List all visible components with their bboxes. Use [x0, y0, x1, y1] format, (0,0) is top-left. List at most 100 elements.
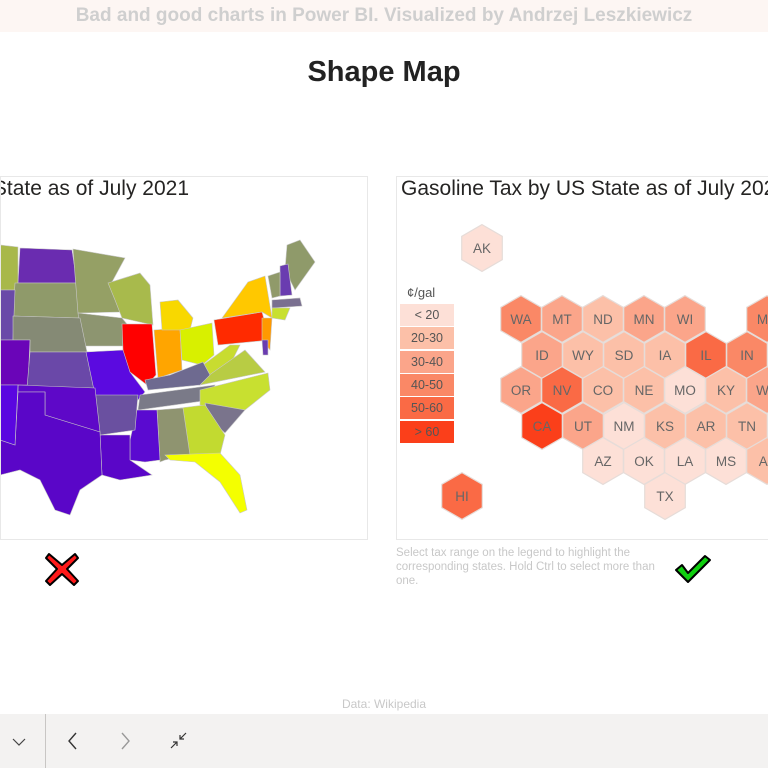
state-shape-wi[interactable]: [107, 272, 154, 326]
hex-label: NV: [553, 383, 572, 398]
hex-tile-mn[interactable]: MN: [623, 294, 665, 344]
hex-tile-in[interactable]: IN: [726, 330, 768, 380]
us-state-map[interactable]: [1, 177, 367, 539]
hex-label: OK: [634, 454, 654, 469]
hex-tile-me[interactable]: ME: [746, 294, 768, 344]
nav-divider: [45, 714, 46, 768]
state-shape-ks[interactable]: [26, 351, 96, 391]
hex-tile-ok[interactable]: OK: [623, 436, 665, 486]
hex-label: CA: [533, 419, 552, 434]
hex-tile-mo[interactable]: MO: [664, 365, 706, 415]
hex-tile-ne[interactable]: NE: [623, 365, 665, 415]
legend-item[interactable]: < 20: [400, 304, 454, 326]
hex-label: AR: [697, 419, 716, 434]
hex-tile-sd[interactable]: SD: [603, 330, 645, 380]
hex-label: AZ: [594, 454, 611, 469]
hex-tile-mt[interactable]: MT: [541, 294, 583, 344]
legend-item[interactable]: > 60: [400, 420, 454, 443]
report-banner: Bad and good charts in Power BI. Visuali…: [0, 0, 768, 32]
hex-label: MN: [634, 312, 655, 327]
hex-label: NM: [614, 419, 635, 434]
hex-tile-ca[interactable]: CA: [521, 401, 563, 451]
state-shape-in[interactable]: [153, 327, 183, 379]
left-visual-title: Gasoline Tax by US State as of July 2021: [1, 177, 189, 200]
hex-label: HI: [455, 489, 469, 504]
state-shape-de[interactable]: [261, 339, 269, 356]
hex-label: WV: [756, 383, 768, 398]
hex-label: OR: [511, 383, 532, 398]
hex-label: KY: [717, 383, 735, 398]
geographic-shape-map-visual[interactable]: Gasoline Tax by US State as of July 2021: [0, 176, 368, 540]
hex-shape[interactable]: [664, 294, 706, 344]
hex-tile-la[interactable]: LA: [664, 436, 706, 486]
state-shape-nc[interactable]: [199, 372, 271, 411]
hex-shape[interactable]: [441, 471, 483, 521]
hex-tile-or[interactable]: OR: [500, 365, 542, 415]
state-shape-ny[interactable]: [221, 275, 273, 319]
legend-hint-text: Select tax range on the legend to highli…: [396, 547, 655, 587]
legend-title: ¢/gal: [407, 285, 436, 300]
legend-item[interactable]: 30-40: [400, 350, 454, 373]
hex-label: MS: [716, 454, 736, 469]
legend-item[interactable]: 50-60: [400, 397, 454, 420]
hex-shape[interactable]: [644, 471, 686, 521]
hex-tile-map-visual[interactable]: Gasoline Tax by US State as of July 2021…: [396, 176, 768, 540]
page-title: Shape Map: [307, 56, 461, 88]
hex-shape[interactable]: [746, 436, 768, 486]
state-shape-tx[interactable]: [1, 391, 103, 516]
right-visual-title: Gasoline Tax by US State as of July 2021: [401, 177, 768, 200]
hex-tile-ky[interactable]: KY: [705, 365, 747, 415]
hex-tile-hi[interactable]: HI: [441, 471, 483, 521]
hex-label: NE: [635, 383, 654, 398]
state-shape-fl[interactable]: [164, 452, 248, 514]
hex-label: ID: [535, 348, 549, 363]
hex-tile-wv[interactable]: WV: [746, 365, 768, 415]
hex-shape[interactable]: [746, 365, 768, 415]
hex-tile-al[interactable]: AL: [746, 436, 768, 486]
red-x-icon: [45, 553, 79, 586]
green-check-icon: [675, 555, 711, 583]
next-page-icon[interactable]: [112, 728, 138, 754]
state-shape-vt[interactable]: [267, 271, 281, 299]
state-shape-nm[interactable]: [1, 384, 19, 446]
hex-label: AK: [473, 241, 491, 256]
state-shape-mi[interactable]: [159, 299, 194, 331]
state-shape-ar[interactable]: [94, 394, 139, 436]
hex-label: WY: [572, 348, 594, 363]
hex-label: KS: [656, 419, 674, 434]
hex-label: WI: [677, 312, 694, 327]
hex-label: CO: [593, 383, 613, 398]
hex-label: WA: [510, 312, 531, 327]
legend-item[interactable]: 20-30: [400, 327, 454, 350]
hex-tile-ak[interactable]: AK: [461, 223, 503, 273]
legend-item[interactable]: 40-50: [400, 373, 454, 396]
exit-fullscreen-icon[interactable]: [166, 728, 192, 754]
hex-label: ND: [593, 312, 613, 327]
hex-tile-wi[interactable]: WI: [664, 294, 706, 344]
state-shape-oh[interactable]: [179, 322, 215, 366]
hex-label: IN: [740, 348, 754, 363]
hex-tile-tx[interactable]: TX: [644, 471, 686, 521]
data-source-note: Data: Wikipedia: [341, 697, 427, 711]
hex-shape[interactable]: [746, 294, 768, 344]
state-shape-ma[interactable]: [271, 297, 303, 309]
hex-label: SD: [615, 348, 634, 363]
hex-label: TX: [656, 489, 673, 504]
report-navigation-bar: [0, 714, 768, 768]
hex-shape[interactable]: [461, 223, 503, 273]
hex-label: MT: [552, 312, 572, 327]
hex-label: TN: [738, 419, 756, 434]
state-shape-sd[interactable]: [12, 282, 81, 319]
hex-label: MO: [674, 383, 696, 398]
state-shape-ct[interactable]: [271, 307, 291, 321]
previous-page-icon[interactable]: [60, 728, 86, 754]
hex-label: IA: [659, 348, 672, 363]
hex-tile-map[interactable]: AK HI WA MT ND MN WI ME ID WY SD IA IL IN OR NV CO NE MO KY…: [397, 177, 768, 539]
state-shape-co[interactable]: [1, 339, 31, 386]
state-shape-ky[interactable]: [144, 361, 211, 391]
hex-label: UT: [574, 419, 592, 434]
hex-label: LA: [677, 454, 694, 469]
hex-label: ME: [757, 312, 768, 327]
chevron-down-icon[interactable]: [6, 728, 32, 754]
state-shape-nd[interactable]: [17, 247, 78, 284]
